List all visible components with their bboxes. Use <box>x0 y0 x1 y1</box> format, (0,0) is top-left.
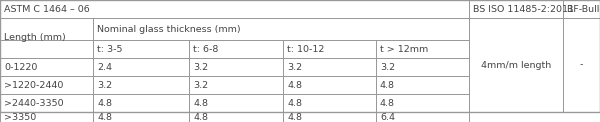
Text: 2.4: 2.4 <box>97 62 112 71</box>
Bar <box>283 40 376 58</box>
Bar <box>0 58 93 76</box>
Bar <box>0 94 93 112</box>
Text: 4.8: 4.8 <box>287 98 302 107</box>
Bar <box>93 40 189 58</box>
Text: -: - <box>580 61 583 70</box>
Text: BF-Bulletin 009 / 2011: BF-Bulletin 009 / 2011 <box>567 5 600 14</box>
Bar <box>189 58 283 76</box>
Bar <box>189 112 283 122</box>
Bar <box>0 112 93 122</box>
Text: 4.8: 4.8 <box>193 112 208 122</box>
Text: >1220-2440: >1220-2440 <box>4 81 64 90</box>
Bar <box>376 58 469 76</box>
Bar <box>189 76 283 94</box>
Text: 4.8: 4.8 <box>97 112 112 122</box>
Bar <box>283 112 376 122</box>
Bar <box>0 76 93 94</box>
Text: t > 12mm: t > 12mm <box>380 45 428 54</box>
Bar <box>563 18 600 112</box>
Text: Nominal glass thickness (mm): Nominal glass thickness (mm) <box>97 25 241 34</box>
Bar <box>189 40 283 58</box>
Bar <box>93 76 189 94</box>
Bar <box>0 40 93 58</box>
Bar <box>0 18 93 40</box>
Bar <box>0 0 469 18</box>
Bar <box>469 0 563 18</box>
Bar <box>93 58 189 76</box>
Text: 3.2: 3.2 <box>193 81 208 90</box>
Text: t: 6-8: t: 6-8 <box>193 45 218 54</box>
Text: 4.8: 4.8 <box>287 112 302 122</box>
Bar <box>283 58 376 76</box>
Text: 3.2: 3.2 <box>380 62 395 71</box>
Text: 4.8: 4.8 <box>287 81 302 90</box>
Text: 3.2: 3.2 <box>287 62 302 71</box>
Bar <box>93 94 189 112</box>
Text: 4.8: 4.8 <box>380 98 395 107</box>
Bar <box>93 18 469 40</box>
Text: 6.4: 6.4 <box>380 112 395 122</box>
Text: ASTM C 1464 – 06: ASTM C 1464 – 06 <box>4 5 90 14</box>
Bar <box>563 0 600 18</box>
Text: 4.8: 4.8 <box>193 98 208 107</box>
Text: 3.2: 3.2 <box>193 62 208 71</box>
Text: 3.2: 3.2 <box>97 81 112 90</box>
Bar <box>469 18 563 112</box>
Text: >2440-3350: >2440-3350 <box>4 98 64 107</box>
Bar <box>283 76 376 94</box>
Text: t: 3-5: t: 3-5 <box>97 45 122 54</box>
Bar <box>93 112 189 122</box>
Text: 4.8: 4.8 <box>380 81 395 90</box>
Bar <box>376 40 469 58</box>
Text: 4mm/m length: 4mm/m length <box>481 61 551 70</box>
Text: Length (mm): Length (mm) <box>4 34 66 42</box>
Text: t: 10-12: t: 10-12 <box>287 45 325 54</box>
Text: 0-1220: 0-1220 <box>4 62 37 71</box>
Text: BS ISO 11485-2:2011: BS ISO 11485-2:2011 <box>473 5 574 14</box>
Bar <box>376 94 469 112</box>
Bar <box>376 76 469 94</box>
Bar <box>283 94 376 112</box>
Text: >3350: >3350 <box>4 112 36 122</box>
Bar <box>376 112 469 122</box>
Bar <box>189 94 283 112</box>
Text: 4.8: 4.8 <box>97 98 112 107</box>
